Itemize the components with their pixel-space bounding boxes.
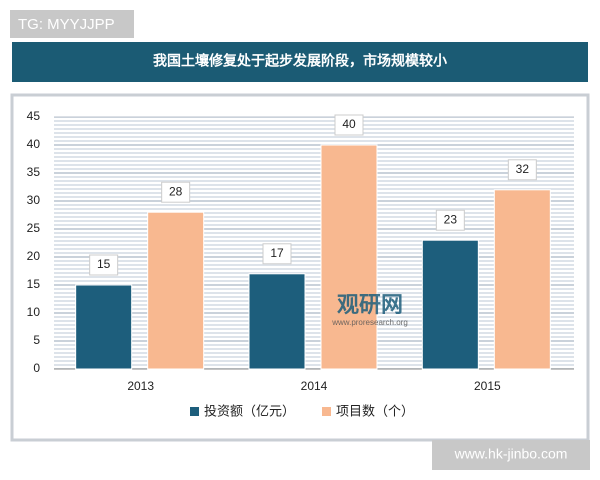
value-label: 28 <box>169 184 183 198</box>
value-label-box <box>507 159 537 181</box>
value-label: 15 <box>97 257 111 271</box>
y-tick-label: 5 <box>33 333 40 347</box>
x-tick-label: 2013 <box>127 379 154 393</box>
marks: 0 5 10 15 20 25 30 35 40 45 2013 15 28 2014 17 40 2015 23… <box>27 109 574 418</box>
y-tick-label: 0 <box>33 361 40 375</box>
legend-swatch <box>322 407 331 416</box>
value-label: 32 <box>516 162 530 176</box>
bar <box>248 273 306 370</box>
y-tick-label: 20 <box>27 249 41 263</box>
y-tick-label: 15 <box>27 277 41 291</box>
bar <box>147 211 205 370</box>
plot-background <box>54 117 574 369</box>
x-tick-label: 2015 <box>474 379 501 393</box>
legend-label: 项目数（个） <box>336 403 414 418</box>
value-label: 17 <box>270 246 284 260</box>
y-tick-label: 45 <box>27 109 41 123</box>
value-label-box <box>89 254 119 276</box>
bar <box>320 144 378 370</box>
chart-title: 我国土壤修复处于起步发展阶段，市场规模较小 <box>153 53 447 69</box>
value-label: 40 <box>342 117 356 131</box>
bottom-right-badge <box>432 440 590 470</box>
x-tick-label: 2014 <box>301 379 328 393</box>
y-tick-label: 30 <box>27 193 41 207</box>
value-label-box <box>334 114 364 136</box>
value-label: 23 <box>444 212 458 226</box>
title-bar <box>12 42 588 82</box>
top-left-watermark: TG: MYYJJPP <box>18 16 115 33</box>
bar <box>493 189 551 370</box>
legend-swatch <box>190 407 199 416</box>
y-tick-label: 35 <box>27 165 41 179</box>
value-label-box <box>435 209 465 231</box>
y-tick-label: 25 <box>27 221 41 235</box>
bottom-right-watermark: www.hk-jinbo.com <box>454 446 568 462</box>
bar <box>421 239 479 370</box>
bar <box>75 284 133 370</box>
value-label-box <box>161 181 191 203</box>
legend-label: 投资额（亿元） <box>204 403 295 418</box>
logo-watermark: 观研网 <box>337 292 403 317</box>
y-tick-label: 40 <box>27 137 41 151</box>
y-tick-label: 10 <box>27 305 41 319</box>
top-left-badge <box>10 10 134 38</box>
value-label-box <box>262 243 292 265</box>
logo-url-watermark: www.proresearch.org <box>331 318 408 327</box>
